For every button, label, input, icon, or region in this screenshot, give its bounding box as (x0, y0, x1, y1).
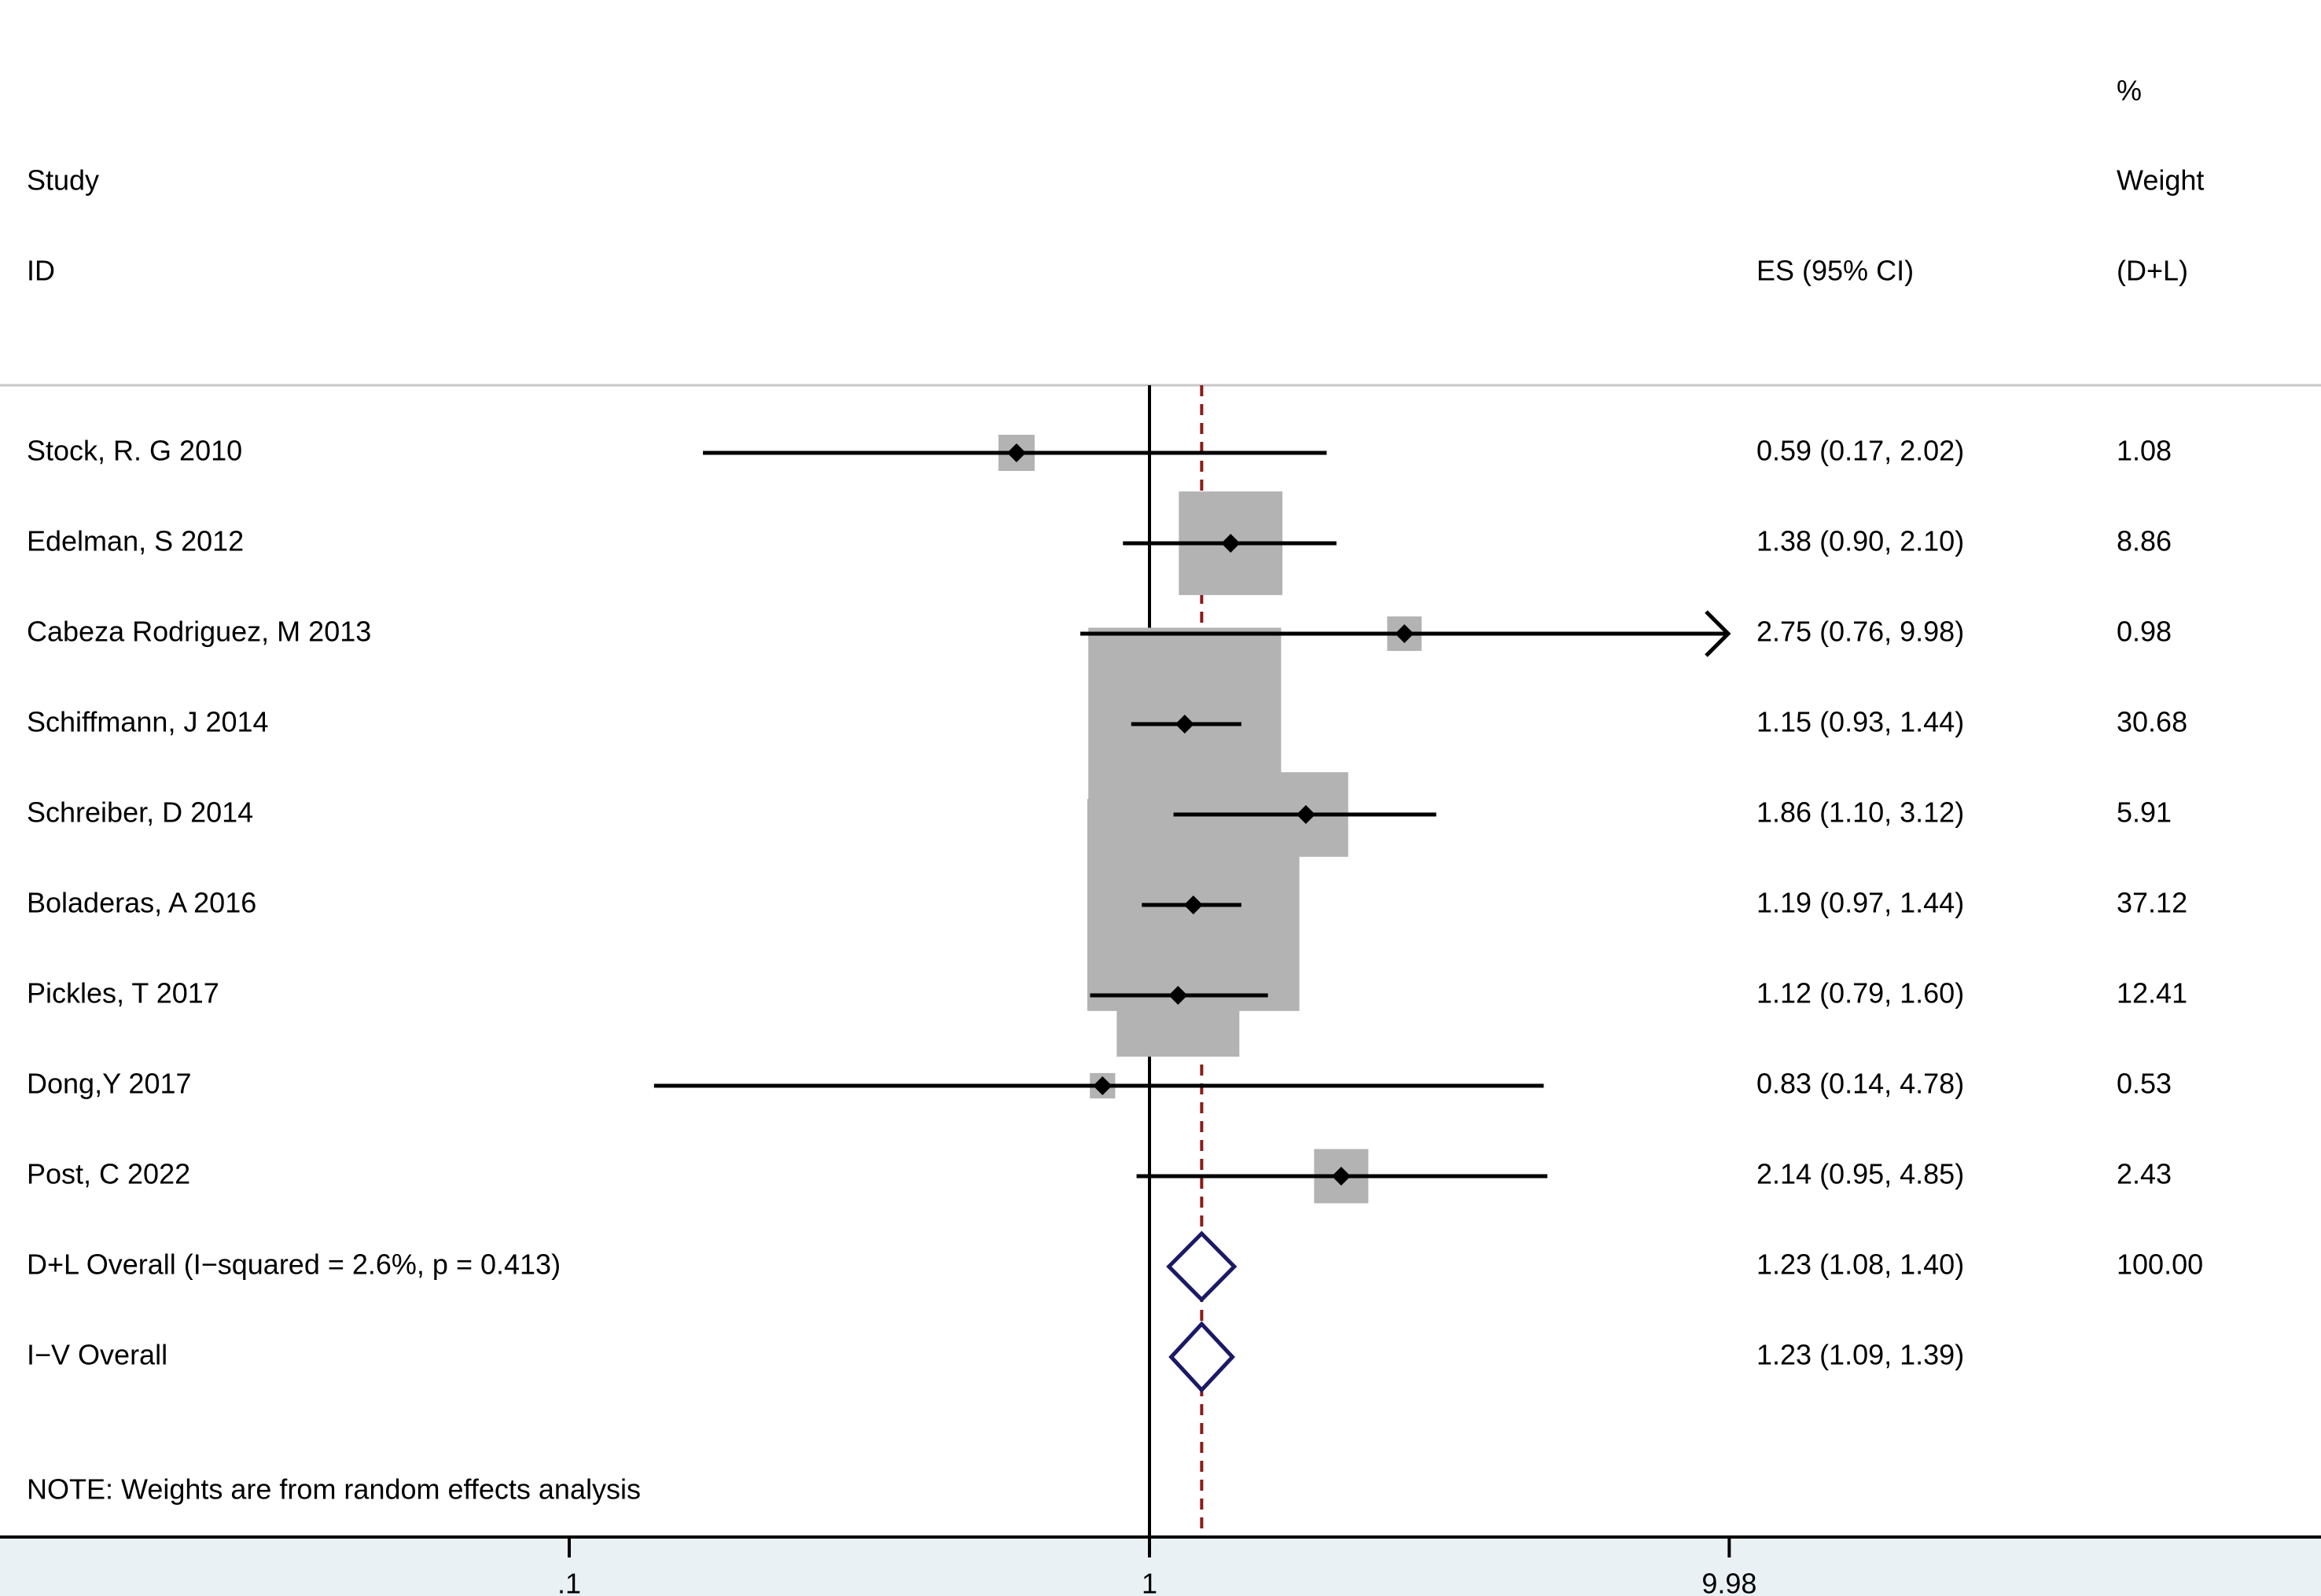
point-estimate (1296, 805, 1315, 824)
point-estimate (1006, 443, 1026, 462)
x-tick-label: 9.98 (1701, 1568, 1756, 1596)
overall-label: D+L Overall (I−squared = 2.6%, p = 0.413… (27, 1248, 561, 1281)
es-ci-label: 1.19 (0.97, 1.44) (1756, 887, 1964, 919)
weight-label: 8.86 (2117, 525, 2172, 557)
weight-label: 100.00 (2117, 1248, 2203, 1281)
study-label: Stock, R. G 2010 (27, 435, 242, 467)
weight-label: 5.91 (2117, 796, 2172, 829)
overall-label: I−V Overall (27, 1339, 167, 1371)
es-ci-label: 1.15 (0.93, 1.44) (1756, 706, 1964, 738)
study-label: Pickles, T 2017 (27, 977, 219, 1009)
point-estimate (1168, 986, 1188, 1005)
point-estimate (1175, 715, 1194, 734)
point-estimate (1331, 1167, 1351, 1186)
study-label: Edelman, S 2012 (27, 525, 244, 557)
point-estimate (1183, 895, 1203, 914)
header-weight-method: (D+L) (2117, 255, 2188, 287)
study-label: Schreiber, D 2014 (27, 796, 253, 829)
study-label: Boladeras, A 2016 (27, 887, 256, 919)
point-estimate (1221, 534, 1241, 553)
study-label: Dong,Y 2017 (27, 1068, 192, 1100)
study-label: Cabeza Rodriguez, M 2013 (27, 616, 371, 648)
es-ci-label: 1.23 (1.09, 1.39) (1756, 1339, 1964, 1371)
es-ci-label: 1.23 (1.08, 1.40) (1756, 1248, 1964, 1281)
es-ci-label: 2.75 (0.76, 9.98) (1756, 616, 1964, 648)
x-tick-label: 1 (1142, 1568, 1157, 1596)
header-es: ES (95% CI) (1756, 255, 1914, 287)
overall-diamond (1166, 1230, 1238, 1303)
es-ci-label: 0.83 (0.14, 4.78) (1756, 1068, 1964, 1100)
es-ci-label: 1.86 (1.10, 3.12) (1756, 796, 1964, 829)
weight-label: 37.12 (2117, 887, 2187, 919)
header-weight: Weight (2117, 164, 2204, 197)
overall-diamond (1168, 1321, 1235, 1393)
weights-note: NOTE: Weights are from random effects an… (27, 1473, 641, 1506)
weight-label: 1.08 (2117, 435, 2172, 467)
header-id: ID (27, 255, 55, 287)
point-estimate (1093, 1076, 1113, 1095)
es-ci-label: 2.14 (0.95, 4.85) (1756, 1158, 1964, 1190)
weight-label: 2.43 (2117, 1158, 2172, 1190)
weight-label: 30.68 (2117, 706, 2187, 738)
es-ci-label: 1.38 (0.90, 2.10) (1756, 525, 1964, 557)
x-tick-label: .1 (557, 1568, 581, 1596)
point-estimate (1395, 624, 1414, 643)
weight-label: 0.53 (2117, 1068, 2172, 1100)
weight-label: 12.41 (2117, 977, 2187, 1009)
ci-arrow (1705, 610, 1731, 657)
es-ci-label: 1.12 (0.79, 1.60) (1756, 977, 1964, 1009)
study-label: Schiffmann, J 2014 (27, 706, 269, 738)
header-study: Study (27, 164, 99, 197)
es-ci-label: 0.59 (0.17, 2.02) (1756, 435, 1964, 467)
weight-label: 0.98 (2117, 616, 2172, 648)
x-axis-band (0, 1537, 2321, 1596)
header-weight-percent: % (2117, 75, 2142, 107)
study-label: Post, C 2022 (27, 1158, 190, 1190)
